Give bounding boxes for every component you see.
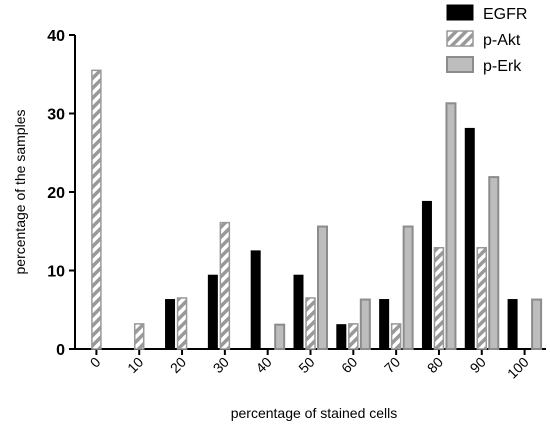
bar-p-erk bbox=[359, 298, 371, 351]
bar-p-erk bbox=[317, 225, 328, 350]
bars bbox=[91, 69, 543, 351]
legend: EGFR p-Akt p-Erk bbox=[446, 4, 527, 75]
x-tick-label: 60 bbox=[338, 354, 360, 376]
bar-p-erk bbox=[274, 323, 286, 351]
bar-p-erk bbox=[402, 225, 414, 350]
bar-p-akt bbox=[133, 323, 145, 350]
legend-swatch-p-akt bbox=[446, 30, 474, 47]
bar-egfr bbox=[507, 299, 518, 350]
bar-p-akt bbox=[433, 246, 445, 350]
bar-p-akt bbox=[305, 297, 316, 350]
bar-egfr bbox=[250, 250, 261, 350]
y-tick-label: 0 bbox=[56, 342, 65, 359]
bar-p-akt bbox=[390, 323, 402, 350]
legend-swatch-p-erk bbox=[446, 56, 474, 73]
bar-p-akt bbox=[219, 221, 231, 350]
x-tick-label: 70 bbox=[381, 354, 403, 376]
x-tick-label: 90 bbox=[467, 354, 489, 376]
bar-egfr bbox=[293, 274, 304, 350]
y-axis-title: percentage of the samples bbox=[12, 110, 28, 275]
bar-p-akt bbox=[476, 246, 488, 350]
y-tick-label: 40 bbox=[47, 28, 65, 45]
legend-label-p-akt: p-Akt bbox=[483, 32, 521, 49]
bar-p-akt bbox=[176, 297, 188, 350]
y-tick-label: 30 bbox=[47, 107, 65, 124]
x-tick-label: 50 bbox=[295, 354, 317, 376]
bar-p-akt bbox=[348, 323, 359, 350]
x-axis-title: percentage of stained cells bbox=[231, 405, 398, 421]
bar-egfr bbox=[464, 127, 475, 350]
y-tick-label: 20 bbox=[47, 185, 65, 202]
x-tick-label: 40 bbox=[252, 354, 274, 376]
bar-egfr bbox=[379, 299, 390, 350]
legend-label-p-erk: p-Erk bbox=[483, 58, 522, 75]
x-tick-label: 80 bbox=[424, 354, 446, 376]
bar-egfr bbox=[165, 299, 176, 350]
legend-label-egfr: EGFR bbox=[483, 6, 527, 23]
y-tick-label: 10 bbox=[47, 264, 65, 281]
x-tick-label: 10 bbox=[124, 354, 146, 376]
bar-p-erk bbox=[488, 176, 500, 350]
x-tick-label: 20 bbox=[167, 354, 189, 376]
legend-swatch-egfr bbox=[446, 4, 474, 21]
x-tick-label: 0 bbox=[87, 354, 104, 371]
bar-egfr bbox=[421, 200, 432, 350]
x-tick-label: 30 bbox=[210, 354, 232, 376]
bar-p-akt bbox=[91, 69, 102, 350]
bar-p-erk bbox=[445, 102, 457, 350]
x-tick-label: 100 bbox=[504, 354, 532, 382]
bar-egfr bbox=[207, 274, 218, 350]
bar-p-erk bbox=[531, 298, 543, 351]
axes: 0 10 20 30 40 0 10 20 30 40 50 60 70 80 90 100 bbox=[47, 28, 546, 382]
bar-egfr bbox=[336, 324, 347, 350]
